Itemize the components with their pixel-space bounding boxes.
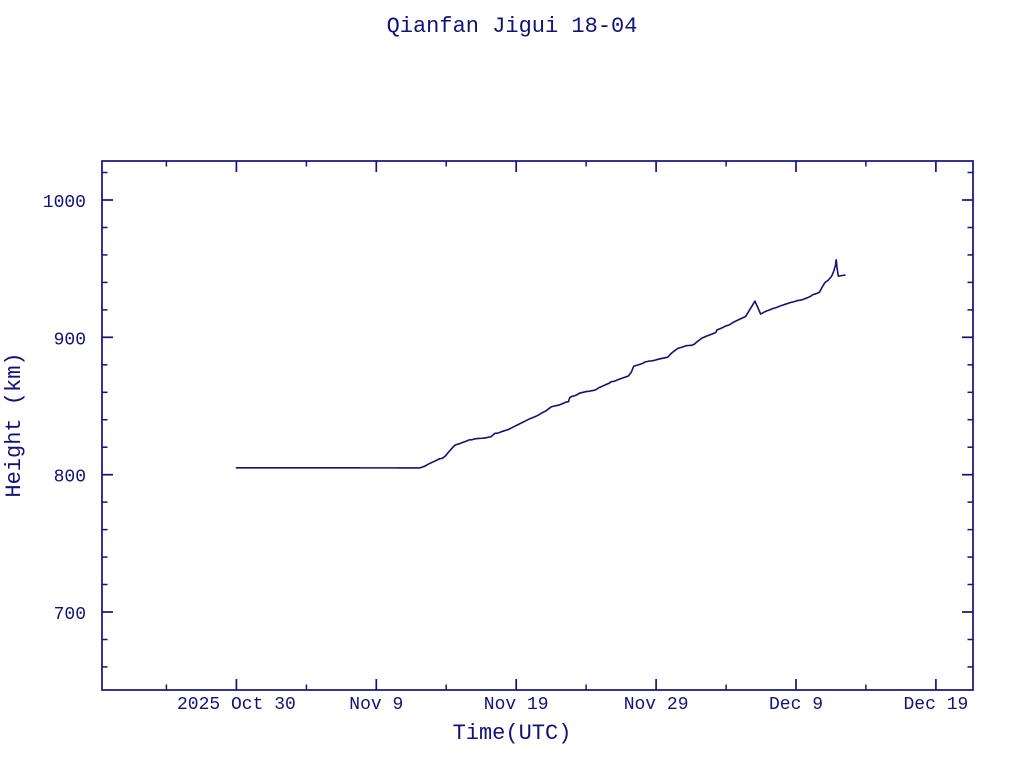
svg-text:Nov 9: Nov 9 xyxy=(349,695,403,715)
svg-text:Time(UTC): Time(UTC) xyxy=(453,721,572,746)
svg-text:Dec 19: Dec 19 xyxy=(903,695,968,715)
svg-text:Nov 29: Nov 29 xyxy=(624,695,689,715)
svg-text:1000: 1000 xyxy=(43,193,86,213)
svg-text:Qianfan Jigui 18-04: Qianfan Jigui 18-04 xyxy=(387,14,638,39)
svg-text:800: 800 xyxy=(54,468,86,488)
svg-text:Height (km): Height (km) xyxy=(2,352,27,497)
svg-text:700: 700 xyxy=(54,605,86,625)
svg-text:Dec 9: Dec 9 xyxy=(769,695,823,715)
svg-text:900: 900 xyxy=(54,330,86,350)
svg-text:2025 Oct 30: 2025 Oct 30 xyxy=(177,695,296,715)
svg-text:Nov 19: Nov 19 xyxy=(484,695,549,715)
